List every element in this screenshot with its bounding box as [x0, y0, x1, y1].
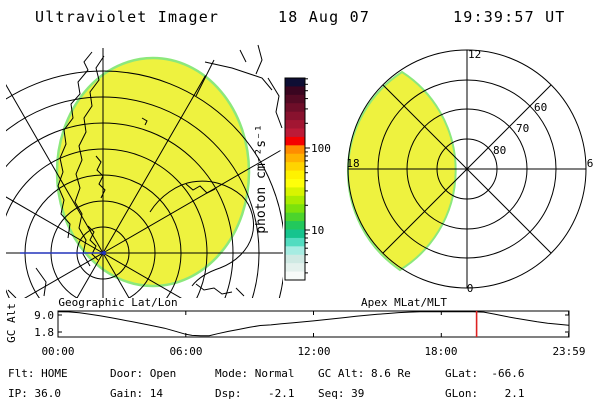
- colorbar-segment: [285, 162, 305, 172]
- colorbar-segment: [285, 221, 305, 231]
- colorbar-segment: [285, 246, 305, 256]
- status-door: Door: Open: [110, 367, 176, 380]
- meridian-line: [24, 252, 104, 298]
- mlt-label-0: 0: [467, 282, 474, 295]
- apex-polar-panel: 12 18 6 0 60 70 80: [346, 48, 593, 295]
- colorbar-segment: [285, 170, 305, 180]
- geographic-image-panel: [6, 44, 283, 298]
- colorbar-segment: [285, 204, 305, 214]
- colorbar-segment: [285, 128, 305, 138]
- ytick-1-8: 1.8: [34, 326, 54, 339]
- colorbar-segment: [285, 78, 305, 88]
- xtick-2359: 23:59: [552, 345, 585, 358]
- status-mode: Mode: Normal: [215, 367, 294, 380]
- mlt-label-6: 6: [587, 157, 594, 170]
- colorbar-segment: [285, 263, 305, 273]
- status-grid: Flt: HOME Door: Open Mode: Normal GC Alt…: [8, 367, 524, 400]
- timeline-ticks: [57, 311, 570, 337]
- colorbar-segment: [285, 237, 305, 247]
- xtick-0000: 00:00: [41, 345, 74, 358]
- meridian-line: [6, 196, 104, 254]
- meridian-line: [102, 252, 182, 298]
- status-dsp: Dsp: -2.1: [215, 387, 294, 400]
- colorbar-segment: [285, 111, 305, 121]
- meridian-line: [102, 150, 281, 254]
- polar-grid: [347, 49, 587, 289]
- colorbar-segment: [285, 94, 305, 104]
- colorbar-frame: [284, 77, 306, 281]
- meridian-line: [6, 84, 104, 254]
- colorbar-units-label: photon cm⁻²s⁻¹: [254, 124, 269, 234]
- colorbar-segment: [285, 254, 305, 264]
- status-flt: Flt: HOME: [8, 367, 68, 380]
- coastlines: [7, 44, 283, 298]
- status-seq: Seq: 39: [318, 387, 364, 400]
- colorbar-segment: [285, 86, 305, 96]
- instrument-title: Ultraviolet Imager: [35, 8, 219, 26]
- uv-image-disk: [55, 56, 251, 288]
- meridian-line: [102, 252, 130, 298]
- colorbar-tick-10: 10: [311, 224, 324, 237]
- xtick-1800: 18:00: [424, 345, 457, 358]
- subsatellite-point: [102, 251, 106, 255]
- mlt-label-18: 18: [346, 157, 359, 170]
- fov-coverage-lens: [346, 70, 457, 272]
- colorbar-segment: [285, 229, 305, 239]
- apex-caption: Apex MLat/MLT: [361, 296, 447, 309]
- colorbar-segment: [285, 179, 305, 189]
- colorbar-segment: [285, 136, 305, 146]
- status-ip: IP: 36.0: [8, 387, 61, 400]
- colorbar-tick-100: 100: [311, 142, 331, 155]
- meridian-line: [102, 75, 206, 254]
- colorbar-segment: [285, 153, 305, 163]
- time-readout: 19:39:57 UT: [453, 8, 566, 26]
- colorbar-segments: [285, 78, 305, 281]
- mlat-ring-label-60: 60: [534, 101, 547, 114]
- timeline-panel: GC Alt 9.0 1.8 00:00 06:00 12:00 18:00 2…: [5, 303, 586, 358]
- gcalt-curve: [57, 311, 569, 337]
- colorbar: 100 10 photon cm⁻²s⁻¹: [254, 77, 331, 281]
- ytick-9: 9.0: [34, 309, 54, 322]
- xtick-0600: 06:00: [169, 345, 202, 358]
- xtick-1200: 12:00: [297, 345, 330, 358]
- colorbar-ticks: [305, 78, 310, 274]
- mlt-label-12: 12: [468, 48, 481, 61]
- status-gain: Gain: 14: [110, 387, 163, 400]
- colorbar-segment: [285, 187, 305, 197]
- colorbar-segment: [285, 145, 305, 155]
- status-gcalt: GC Alt: 8.6 Re: [318, 367, 411, 380]
- colorbar-segment: [285, 271, 305, 281]
- meridian-line: [76, 252, 104, 298]
- status-glon: GLon: 2.1: [445, 387, 524, 400]
- mlat-ring-label-70: 70: [516, 122, 529, 135]
- date-readout: 18 Aug 07: [278, 8, 370, 26]
- colorbar-segment: [285, 103, 305, 113]
- colorbar-segment: [285, 195, 305, 205]
- mlat-ring-label-80: 80: [493, 144, 506, 157]
- colorbar-segment: [285, 120, 305, 130]
- status-glat: GLat: -66.6: [445, 367, 524, 380]
- geographic-caption: Geographic Lat/Lon: [58, 296, 177, 309]
- timeline-ylabel: GC Alt: [5, 303, 18, 343]
- colorbar-segment: [285, 212, 305, 222]
- mlt-spoke: [382, 84, 552, 254]
